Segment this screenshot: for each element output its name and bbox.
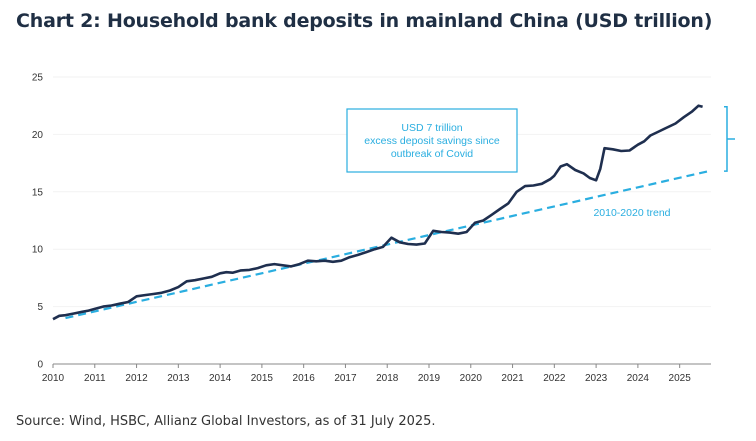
annotation-box: [346, 108, 518, 173]
x-tick-label: 2020: [460, 373, 483, 384]
trend-label: 2010-2020 trend: [593, 207, 670, 219]
annotation-line-3: outbreak of Covid: [391, 148, 473, 160]
x-tick-label: 2017: [334, 373, 357, 384]
x-tick-label: 2023: [585, 373, 608, 384]
y-tick-label: 10: [32, 245, 44, 256]
x-tick-label: 2018: [376, 373, 399, 384]
excess-savings-bracket: [724, 106, 735, 172]
chart-title: Chart 2: Household bank deposits in main…: [16, 10, 713, 32]
y-tick-label: 0: [37, 360, 43, 371]
trend-series-line: [65, 170, 710, 320]
source-note: Source: Wind, HSBC, Allianz Global Inves…: [16, 414, 436, 429]
annotation-line-1: USD 7 trillion: [401, 122, 462, 134]
x-tick-label: 2011: [84, 373, 106, 384]
x-tick-label: 2013: [167, 373, 190, 384]
y-tick-label: 25: [32, 73, 44, 84]
x-tick-label: 2010: [42, 373, 65, 384]
y-tick-label: 5: [37, 302, 43, 313]
x-tick-label: 2012: [125, 373, 148, 384]
x-tick-label: 2015: [251, 373, 274, 384]
y-tick-label: 20: [32, 130, 44, 141]
x-tick-label: 2016: [293, 373, 316, 384]
x-tick-label: 2025: [669, 373, 692, 384]
x-tick-label: 2022: [543, 373, 566, 384]
x-tick-label: 2014: [209, 373, 232, 384]
x-tick-label: 2024: [627, 373, 650, 384]
deposits-series-line: [52, 104, 703, 321]
annotation-line-2: excess deposit savings since: [364, 135, 500, 147]
x-tick-label: 2019: [418, 373, 441, 384]
x-tick-label: 2021: [501, 373, 524, 384]
y-tick-label: 15: [32, 187, 44, 198]
